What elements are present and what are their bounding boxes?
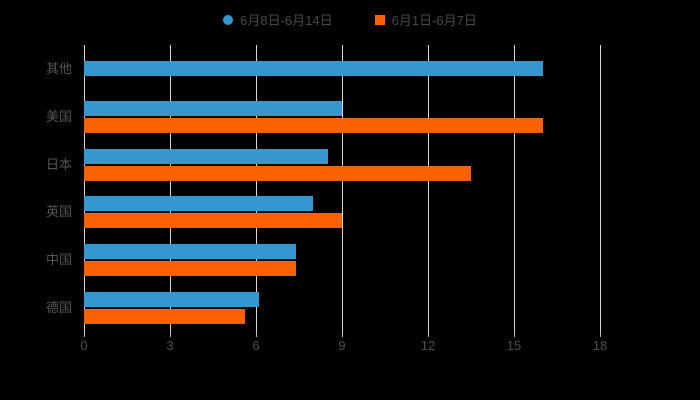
bar-美国-series-1[interactable]	[84, 101, 342, 116]
plot-area	[84, 45, 601, 332]
gridline-9	[342, 45, 343, 332]
x-tick-label-0: 0	[80, 338, 88, 353]
x-tick-label-15: 15	[506, 338, 522, 353]
bar-中国-series-2[interactable]	[84, 261, 296, 276]
x-tick-mark-3	[170, 332, 171, 337]
gridline-12	[428, 45, 429, 332]
bar-美国-series-2[interactable]	[84, 118, 543, 133]
x-axis: 0 3 6 9 12 15 18	[80, 332, 607, 362]
y-axis-label-中国: 中国	[45, 252, 72, 267]
x-tick-label-18: 18	[592, 338, 608, 353]
x-tick-label-6: 6	[252, 338, 260, 353]
x-tick-label-9: 9	[338, 338, 346, 353]
gridline-6	[256, 45, 257, 332]
bar-日本-series-1[interactable]	[84, 149, 328, 164]
bar-英国-series-2[interactable]	[84, 213, 342, 228]
legend-item-series-2[interactable]: 6月1日-6月7日	[374, 12, 477, 28]
x-tick-mark-18	[600, 332, 601, 337]
bar-其他-series-1[interactable]	[84, 61, 543, 76]
legend-label-series-1: 6月8日-6月14日	[240, 12, 333, 28]
gridline-3	[170, 45, 171, 332]
bar-日本-series-2[interactable]	[84, 166, 471, 181]
legend-square-icon	[374, 15, 385, 25]
legend-item-series-1[interactable]: 6月8日-6月14日	[223, 12, 333, 28]
legend-circle-icon	[223, 15, 234, 25]
x-tick-mark-9	[342, 332, 343, 337]
bar-德国-series-1[interactable]	[84, 292, 259, 307]
y-axis-label-美国: 美国	[45, 109, 72, 124]
y-axis-label-日本: 日本	[45, 157, 72, 172]
bar-德国-series-2[interactable]	[84, 309, 245, 324]
y-axis-label-其他: 其他	[45, 61, 72, 76]
bar-中国-series-1[interactable]	[84, 244, 296, 259]
x-tick-mark-15	[514, 332, 515, 337]
gridline-18	[600, 45, 601, 332]
y-axis-labels: 其他美国日本英国中国德国	[0, 45, 72, 332]
x-tick-mark-12	[428, 332, 429, 337]
x-tick-label-12: 12	[420, 338, 436, 353]
y-axis-label-英国: 英国	[45, 204, 72, 219]
x-tick-mark-6	[256, 332, 257, 337]
bar-英国-series-1[interactable]	[84, 196, 313, 211]
x-tick-mark-0	[84, 332, 85, 337]
chart-legend: 6月8日-6月14日 6月1日-6月7日	[0, 8, 700, 32]
legend-label-series-2: 6月1日-6月7日	[391, 12, 477, 28]
x-tick-label-3: 3	[166, 338, 174, 353]
gridline-0	[84, 45, 85, 332]
y-axis-label-德国: 德国	[45, 300, 72, 315]
gridline-15	[514, 45, 515, 332]
